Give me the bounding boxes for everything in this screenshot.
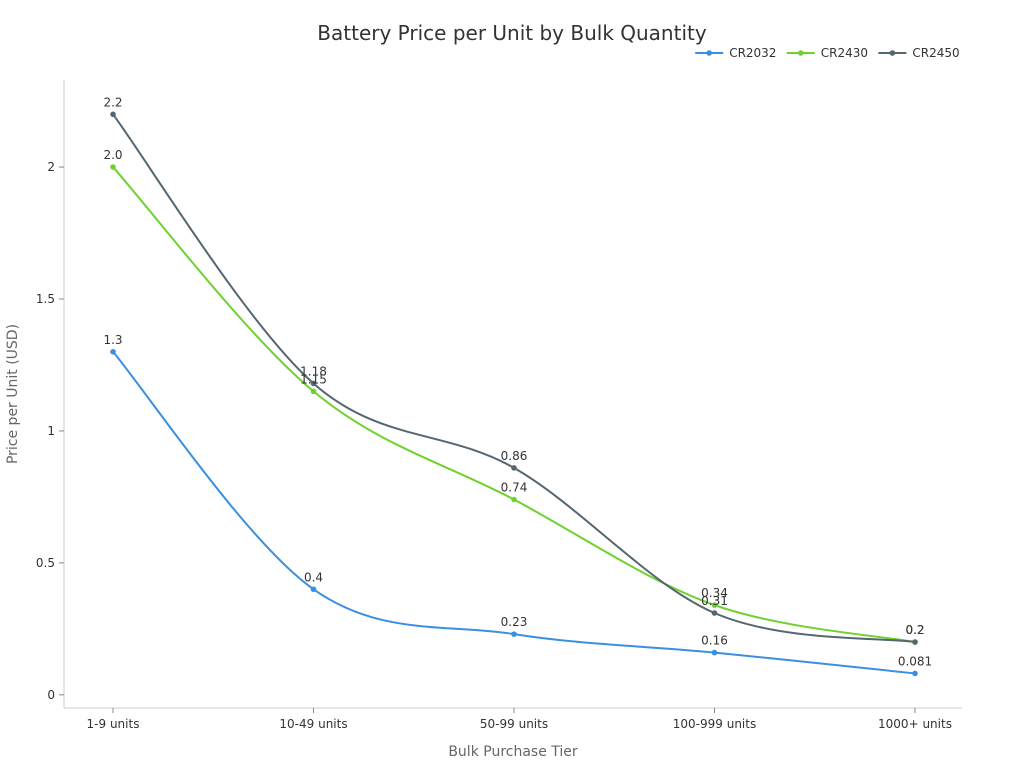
data-point-cr2430[interactable]	[511, 496, 517, 503]
y-axis-title: Price per Unit (USD)	[5, 324, 21, 464]
data-label-cr2450: 0.86	[501, 449, 528, 463]
x-tick-label: 1000+ units	[878, 717, 952, 731]
y-tick-label: 0	[47, 688, 55, 702]
legend-item-cr2032[interactable]: CR2032	[695, 46, 776, 60]
x-tick-label: 100-999 units	[673, 717, 756, 731]
legend-label: CR2450	[912, 46, 959, 60]
x-tick-label: 50-99 units	[480, 717, 548, 731]
data-label-cr2450: 2.2	[103, 95, 122, 109]
data-label-cr2450: 0.2	[905, 623, 924, 637]
data-point-cr2430[interactable]	[711, 602, 718, 608]
data-point-cr2450[interactable]	[711, 610, 718, 616]
x-tick-label: 1-9 units	[87, 717, 140, 731]
data-label-cr2032: 0.16	[701, 634, 728, 648]
data-label-cr2032: 1.3	[103, 333, 122, 347]
legend: CR2032 CR2430 CR2450	[695, 46, 960, 60]
data-label-cr2450: 0.31	[701, 594, 728, 608]
series-data-labels: 1.3 0.4 0.23 0.16 0.081 2.0 1.15 0.74 0.34 0.2 2.2…	[103, 95, 932, 668]
data-label-cr2430: 1.15	[300, 372, 327, 386]
data-point-cr2430[interactable]	[110, 164, 116, 170]
legend-swatch-marker	[706, 50, 712, 56]
legend-label: CR2430	[821, 46, 868, 60]
data-point-cr2450[interactable]	[310, 380, 317, 387]
legend-swatch-marker	[889, 50, 896, 56]
data-label-cr2032: 0.081	[898, 654, 932, 668]
data-point-cr2430[interactable]	[310, 388, 317, 395]
data-label-cr2430: 0.34	[701, 586, 728, 600]
data-label-cr2032: 0.4	[304, 570, 323, 584]
legend-item-cr2450[interactable]: CR2450	[878, 46, 960, 60]
data-label-cr2430: 2.0	[103, 148, 122, 162]
data-label-cr2032: 0.23	[501, 615, 528, 629]
series-line-cr2032	[112, 351, 916, 675]
data-point-cr2032[interactable]	[310, 586, 317, 593]
x-axis-title: Bulk Purchase Tier	[448, 744, 578, 760]
y-tick-label: 0.5	[36, 556, 55, 570]
data-label-cr2430: 0.2	[905, 623, 924, 637]
data-label-cr2430: 0.74	[501, 481, 528, 495]
legend-swatch-marker	[798, 50, 804, 56]
chart-title: Battery Price per Unit by Bulk Quantity	[317, 21, 707, 45]
data-point-cr2032[interactable]	[511, 631, 517, 637]
y-tick-label: 1.5	[36, 292, 55, 306]
legend-label: CR2032	[729, 46, 776, 60]
y-tick-label: 1	[47, 424, 55, 438]
data-point-cr2032[interactable]	[110, 348, 116, 355]
x-axis-ticks: 1-9 units 10-49 units 50-99 units 100-999 u…	[87, 708, 952, 731]
data-point-cr2032[interactable]	[711, 649, 718, 656]
data-point-cr2450[interactable]	[511, 465, 517, 471]
series-line-cr2430	[112, 166, 916, 644]
series-points	[110, 111, 918, 677]
data-point-cr2450[interactable]	[110, 111, 116, 118]
legend-item-cr2430[interactable]: CR2430	[786, 46, 868, 60]
y-tick-label: 2	[47, 160, 55, 174]
series-line-cr2450	[112, 113, 916, 644]
y-axis-ticks: 0 0.5 1 1.5 2	[36, 160, 64, 702]
x-tick-label: 10-49 units	[279, 717, 347, 731]
series-lines	[112, 113, 916, 675]
data-label-cr2450: 1.18	[300, 364, 327, 378]
data-point-cr2032[interactable]	[912, 670, 918, 677]
data-point-cr2450[interactable]	[912, 639, 918, 645]
